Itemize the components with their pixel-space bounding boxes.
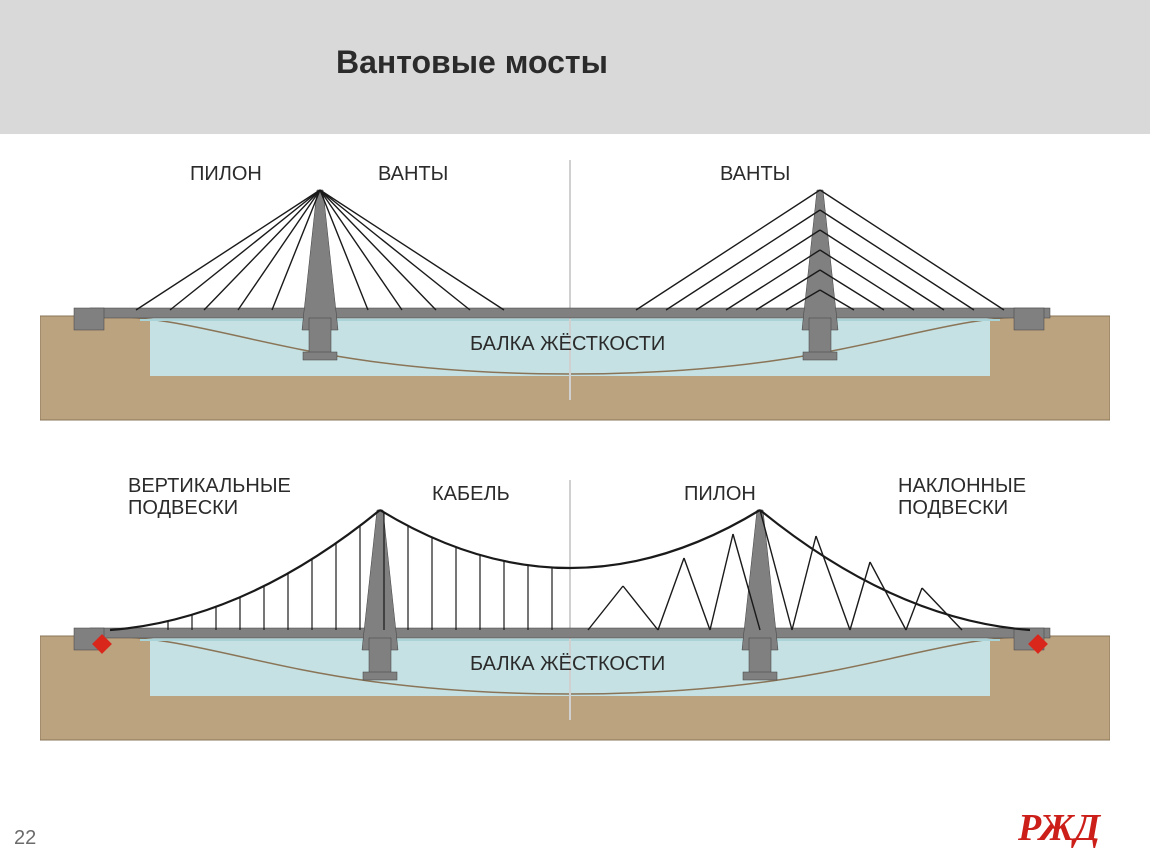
pylon (302, 190, 338, 330)
svg-text:ПИЛОН: ПИЛОН (684, 483, 756, 505)
svg-text:ПОДВЕСКИ: ПОДВЕСКИ (898, 497, 1008, 519)
bridge-diagram: ПИЛОН ВАНТЫ ВАНТЫ БАЛКА ЖЁСТКОСТИ ВЕРТИКАЛЬН… (40, 160, 1110, 800)
pylon (802, 190, 838, 330)
svg-text:ВАНТЫ: ВАНТЫ (378, 163, 448, 185)
svg-text:ВЕРТИКАЛЬНЫЕ: ВЕРТИКАЛЬНЫЕ (128, 475, 291, 497)
page-number: 22 (14, 827, 36, 850)
svg-text:КАБЕЛЬ: КАБЕЛЬ (432, 483, 510, 505)
svg-text:БАЛКА ЖЁСТКОСТИ: БАЛКА ЖЁСТКОСТИ (470, 333, 665, 355)
page-title: Вантовые мосты (336, 44, 608, 81)
svg-text:БАЛКА ЖЁСТКОСТИ: БАЛКА ЖЁСТКОСТИ (470, 653, 665, 675)
svg-text:ПОДВЕСКИ: ПОДВЕСКИ (128, 497, 238, 519)
svg-text:ПИЛОН: ПИЛОН (190, 163, 262, 185)
cable-stayed-panel: ПИЛОН ВАНТЫ ВАНТЫ БАЛКА ЖЁСТКОСТИ (40, 160, 1110, 420)
svg-text:РЖД: РЖД (1018, 807, 1102, 849)
svg-text:ВАНТЫ: ВАНТЫ (720, 163, 790, 185)
deck (90, 308, 1050, 318)
svg-text:НАКЛОННЫЕ: НАКЛОННЫЕ (898, 475, 1026, 497)
rzd-logo: РЖД (1018, 806, 1128, 850)
pylon (362, 510, 398, 650)
suspension-panel: ВЕРТИКАЛЬНЫЕПОДВЕСКИКАБЕЛЬПИЛОННАКЛОННЫЕ… (40, 475, 1110, 740)
